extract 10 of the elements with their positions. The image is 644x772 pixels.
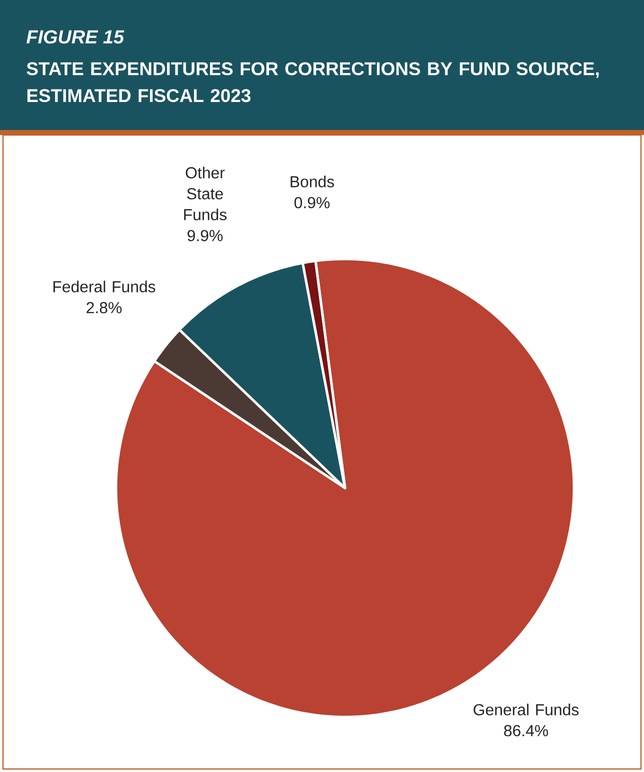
chart-subtitle: STATE EXPENDITURES FOR CORRECTIONS BY FUND SOURCE, ESTIMATED FISCAL 2023: [26, 62, 599, 102]
data-label: 2.8%: [86, 302, 122, 314]
slice-label: Other State Funds: [184, 166, 227, 220]
data-label: 0.9%: [294, 197, 330, 208]
chart-title: FIGURE 15: [26, 30, 124, 44]
slice-label: General Funds: [474, 704, 579, 716]
slice-label: Federal Funds: [53, 280, 156, 292]
slice-label: Bonds: [290, 176, 334, 188]
data-label: 9.9%: [188, 230, 223, 242]
data-label: 86.4%: [504, 725, 548, 736]
